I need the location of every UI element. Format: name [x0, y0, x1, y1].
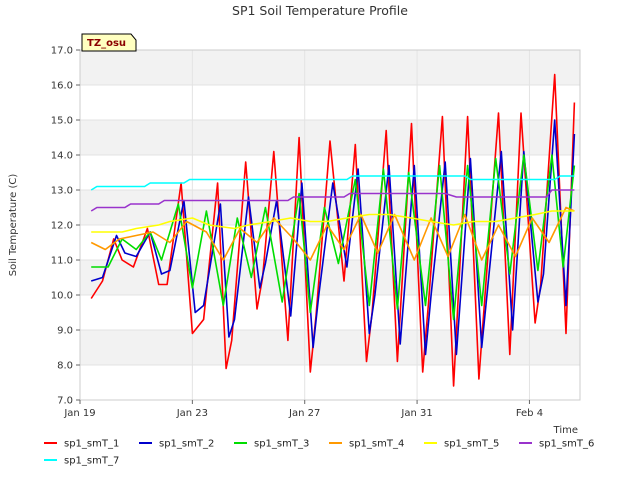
x-tick-label: Jan 31	[400, 408, 432, 419]
legend-item-sp1_smT_2: sp1_smT_2	[139, 439, 214, 450]
y-axis-title: Soil Temperature (C)	[8, 174, 19, 277]
legend-label: sp1_smT_6	[539, 439, 594, 450]
legend-label: sp1_smT_1	[64, 439, 119, 450]
y-tick-label: 9.0	[57, 326, 73, 337]
legend-label: sp1_smT_5	[444, 439, 499, 450]
legend-item-sp1_smT_5: sp1_smT_5	[424, 439, 499, 450]
x-tick-label: Jan 19	[63, 408, 95, 419]
legend-label: sp1_smT_7	[64, 456, 119, 467]
grid-band	[80, 260, 580, 295]
legend-item-sp1_smT_3: sp1_smT_3	[234, 439, 309, 450]
y-tick-label: 15.0	[51, 116, 73, 127]
series-layer	[90, 73, 576, 387]
legend: sp1_smT_1 sp1_smT_2 sp1_smT_3 sp1_smT_4 sp1_…	[44, 439, 594, 467]
y-tick-label: 14.0	[51, 151, 73, 162]
y-axis-ticks: 7.0 8.0 9.0 10.0 11.0 12.0 13.0 14.0 15.0 16.0 17.…	[51, 46, 80, 407]
y-tick-label: 16.0	[51, 81, 73, 92]
x-axis-title: Time	[553, 425, 578, 436]
x-tick-label: Feb 4	[516, 408, 543, 419]
legend-item-sp1_smT_1: sp1_smT_1	[44, 439, 119, 450]
grid-band	[80, 50, 580, 85]
legend-label: sp1_smT_2	[159, 439, 214, 450]
legend-label: sp1_smT_4	[349, 439, 404, 450]
y-tick-label: 11.0	[51, 256, 73, 267]
y-tick-label: 7.0	[57, 396, 73, 407]
series-line-sp1_smT_5	[91, 210, 575, 233]
legend-item-sp1_smT_6: sp1_smT_6	[519, 439, 594, 450]
legend-label: sp1_smT_3	[254, 439, 309, 450]
series-line-sp1_smT_4	[90, 206, 575, 261]
y-tick-label: 8.0	[57, 361, 73, 372]
grid-band	[80, 330, 580, 365]
site-label: TZ_osu	[87, 38, 126, 49]
series-line-sp1_smT_2	[90, 119, 576, 356]
y-tick-label: 10.0	[51, 291, 73, 302]
legend-item-sp1_smT_7: sp1_smT_7	[44, 456, 119, 467]
x-tick-label: Jan 27	[288, 408, 320, 419]
x-tick-label: Jan 23	[176, 408, 208, 419]
site-label-box: TZ_osu	[81, 33, 137, 52]
y-tick-label: 12.0	[51, 221, 73, 232]
series-line-sp1_smT_7	[90, 175, 575, 191]
legend-item-sp1_smT_4: sp1_smT_4	[329, 439, 404, 450]
y-tick-label: 13.0	[51, 186, 73, 197]
x-axis-ticks: Jan 19 Jan 23 Jan 27 Jan 31 Feb 4	[63, 400, 543, 419]
chart-title: SP1 Soil Temperature Profile	[232, 3, 408, 18]
y-tick-label: 17.0	[51, 46, 73, 57]
series-line-sp1_smT_6	[90, 189, 575, 212]
